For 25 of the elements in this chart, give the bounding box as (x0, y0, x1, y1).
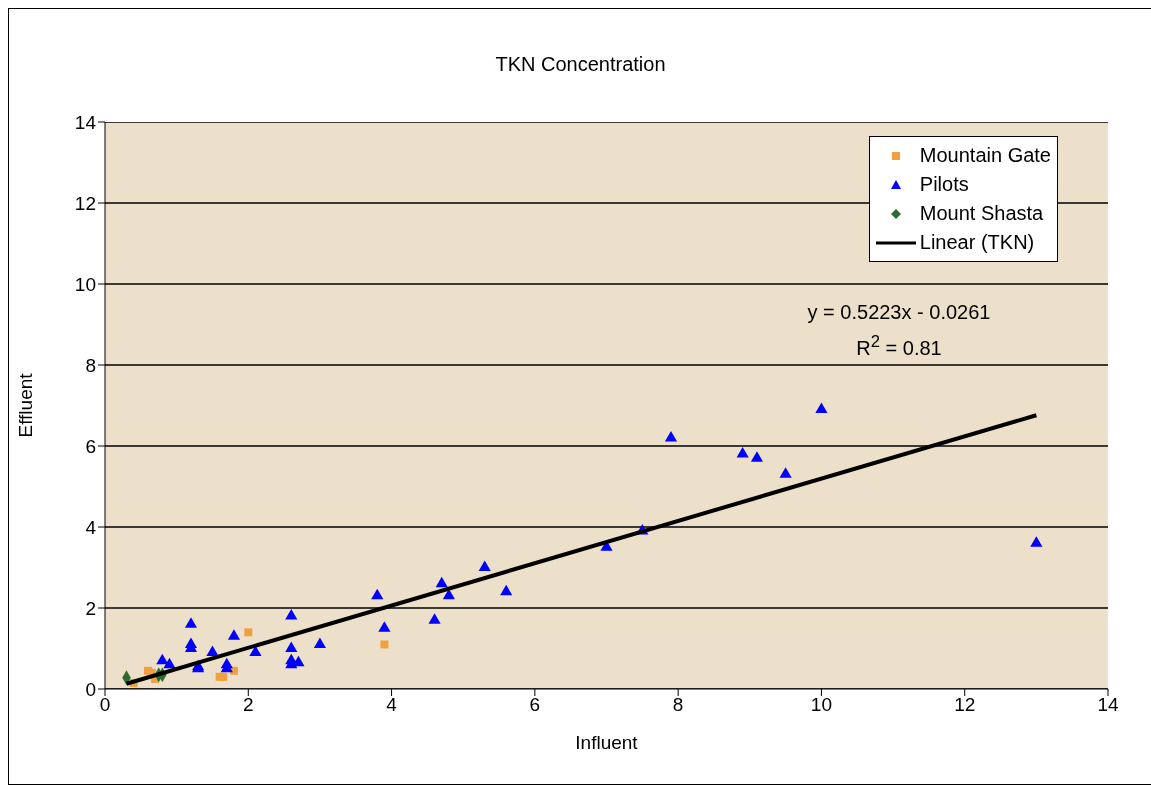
legend-label: Mountain Gate (919, 144, 1051, 167)
x-tick-label: 4 (386, 694, 398, 716)
x-tick-label: 8 (672, 694, 684, 716)
x-tick-label: 2 (243, 694, 254, 716)
annotation: y = 0.5223x - 0.0261 (806, 300, 992, 325)
legend-label: Mount Shasta (919, 202, 1044, 225)
y-tick-label: 12 (74, 192, 96, 214)
x-tick-label: 0 (99, 694, 111, 716)
y-axis-title: Effluent (14, 372, 36, 438)
annotation: R$^{2}$ = 0.81 (855, 331, 943, 361)
y-tick-label: 2 (85, 597, 96, 619)
y-tick-label: 14 (74, 111, 97, 133)
legend-label: Pilots (919, 173, 969, 196)
x-tick-label: 12 (954, 694, 976, 716)
x-tick-label: 14 (1097, 694, 1119, 716)
chart-title: TKN Concentration (494, 53, 667, 76)
y-tick-label: 10 (74, 273, 96, 295)
legend-label: Linear (TKN) (919, 231, 1035, 254)
y-tick-label: 6 (85, 435, 96, 457)
x-tick-label: 10 (810, 694, 832, 716)
y-tick-label: 4 (85, 516, 97, 538)
x-axis-title: Influent (575, 732, 639, 753)
y-tick-label: 0 (85, 678, 96, 700)
y-tick-label: 8 (85, 354, 96, 376)
x-tick-label: 6 (529, 694, 541, 716)
